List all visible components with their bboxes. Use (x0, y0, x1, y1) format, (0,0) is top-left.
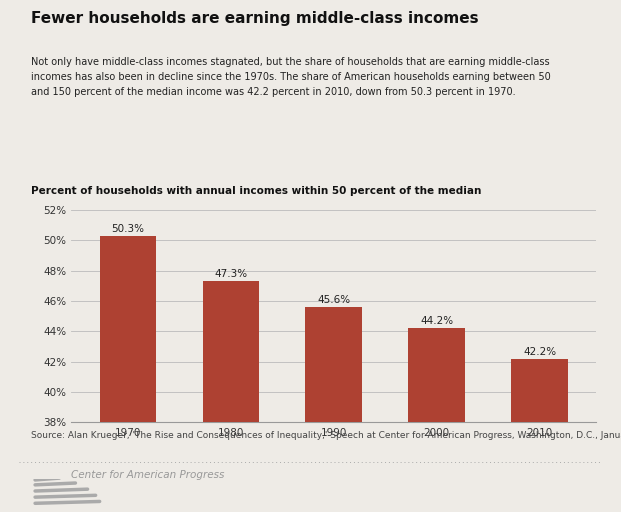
Text: 42.2%: 42.2% (523, 347, 556, 357)
Bar (202, 281, 259, 422)
Bar (511, 358, 568, 422)
Text: Percent of households with annual incomes within 50 percent of the median: Percent of households with annual income… (31, 186, 481, 196)
Text: 45.6%: 45.6% (317, 295, 350, 305)
Text: Not only have middle-class incomes stagnated, but the share of households that a: Not only have middle-class incomes stagn… (31, 57, 551, 97)
Text: 50.3%: 50.3% (112, 224, 145, 234)
Text: Source: Alan Krueger, 'The Rise and Consequences of Inequality,' Speech at Cente: Source: Alan Krueger, 'The Rise and Cons… (31, 431, 621, 440)
Text: Fewer households are earning middle-class incomes: Fewer households are earning middle-clas… (31, 11, 479, 26)
Bar (100, 236, 156, 422)
Text: 44.2%: 44.2% (420, 316, 453, 327)
Bar (409, 328, 465, 422)
Text: 47.3%: 47.3% (214, 269, 247, 280)
Text: Center for American Progress: Center for American Progress (71, 470, 225, 480)
Bar (306, 307, 362, 422)
